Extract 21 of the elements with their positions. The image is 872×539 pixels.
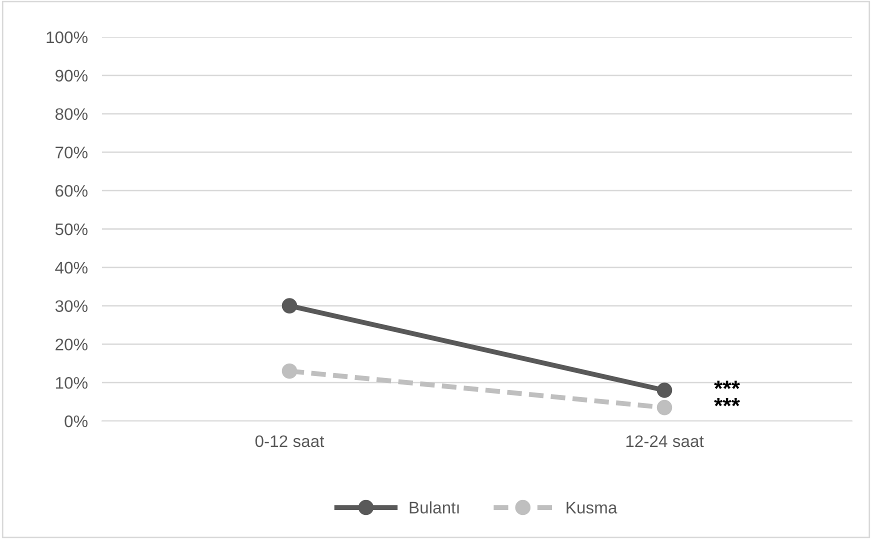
y-tick-label: 0%	[64, 415, 88, 428]
legend-label: Bulantı	[410, 501, 459, 514]
y-tick-label: 90%	[56, 70, 88, 82]
point	[282, 298, 298, 314]
y-tick-label: 10%	[56, 377, 88, 389]
y-tick-label: 30%	[55, 300, 88, 312]
x-tick-label: 12-24 saat	[626, 435, 704, 448]
legend-label: Kusma	[566, 502, 618, 514]
point	[656, 382, 672, 398]
y-tick-label: 60%	[56, 185, 88, 197]
point	[282, 363, 298, 379]
annotation: ***	[714, 380, 740, 390]
y-tick-label: 50%	[55, 223, 88, 236]
point	[656, 400, 672, 416]
y-tick-label: 70%	[56, 146, 88, 158]
y-tick-label: 80%	[55, 108, 88, 120]
y-tick-label: 100%	[46, 31, 88, 44]
x-tick-label: 0-12 saat	[255, 435, 324, 448]
y-tick-label: 40%	[55, 262, 88, 274]
y-tick-label: 20%	[56, 338, 88, 350]
annotation: ***	[714, 398, 740, 406]
